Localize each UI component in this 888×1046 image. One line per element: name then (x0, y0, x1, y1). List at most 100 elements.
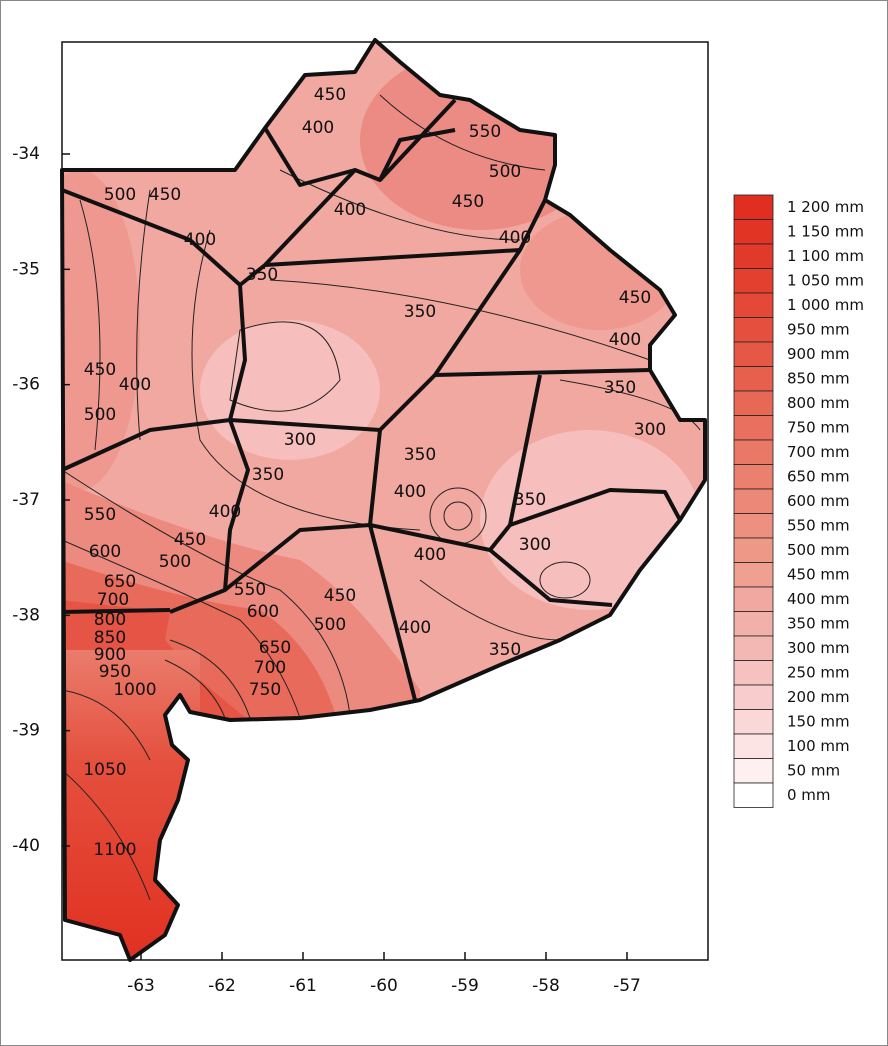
legend-swatch (733, 758, 774, 784)
legend-label: 0 mm (787, 786, 831, 804)
contour-label: 500 (104, 185, 136, 205)
legend-swatch (733, 562, 774, 588)
x-tick-label: -61 (289, 976, 317, 996)
contour-label: 400 (394, 482, 426, 502)
legend-swatch (733, 292, 774, 318)
district-borders (60, 38, 707, 962)
y-tick-label: -40 (12, 836, 40, 856)
legend-label: 300 mm (787, 639, 850, 657)
contour-label: 500 (159, 552, 191, 572)
legend-label: 750 mm (787, 418, 850, 436)
contour-label: 300 (519, 535, 551, 555)
legend-label: 1 200 mm (787, 198, 864, 216)
contour-label: 1100 (93, 840, 136, 860)
x-tick-label: -60 (370, 976, 398, 996)
legend-swatch (733, 488, 774, 514)
legend-label: 200 mm (787, 688, 850, 706)
legend-swatch (733, 268, 774, 294)
contour-label: 400 (399, 618, 431, 638)
contour-label: 450 (174, 530, 206, 550)
contour-label: 450 (84, 360, 116, 380)
legend-label: 350 mm (787, 614, 850, 632)
contour-label: 400 (334, 200, 366, 220)
contour-label: 400 (609, 330, 641, 350)
plot-frame (61, 41, 709, 961)
legend-swatch (733, 709, 774, 735)
x-tick-label: -58 (532, 976, 560, 996)
legend-swatch (733, 513, 774, 539)
x-tick-label: -63 (127, 976, 155, 996)
contour-label: 450 (452, 192, 484, 212)
x-tick-label: -59 (451, 976, 479, 996)
contour-label: 350 (514, 490, 546, 510)
contour-label: 1000 (113, 680, 156, 700)
y-tick-label: -36 (12, 375, 40, 395)
contour-label: 450 (149, 185, 181, 205)
legend-swatch (733, 219, 774, 245)
legend-swatch (733, 586, 774, 612)
legend-label: 1 050 mm (787, 271, 864, 289)
y-tick-label: -39 (12, 721, 40, 741)
contour-label: 500 (489, 162, 521, 182)
legend-swatch (733, 537, 774, 563)
contour-label: 400 (414, 545, 446, 565)
legend-swatch (733, 660, 774, 686)
legend-swatch (733, 464, 774, 490)
contour-label: 450 (324, 586, 356, 606)
contour-label: 700 (254, 658, 286, 678)
legend-swatch (733, 439, 774, 465)
contour-label: 600 (247, 602, 279, 622)
legend-swatch (733, 684, 774, 710)
legend-swatch (733, 611, 774, 637)
legend-label: 950 mm (787, 320, 850, 338)
legend-swatch (733, 733, 774, 759)
legend-label: 550 mm (787, 516, 850, 534)
contour-label: 300 (634, 420, 666, 440)
contour-label: 650 (259, 638, 291, 658)
contour-label: 350 (252, 465, 284, 485)
legend-label: 250 mm (787, 663, 850, 681)
legend-label: 700 mm (787, 443, 850, 461)
x-tick-label: -62 (208, 976, 236, 996)
legend-label: 900 mm (787, 345, 850, 363)
contour-label: 450 (619, 288, 651, 308)
legend-swatch (733, 782, 774, 808)
legend-swatch (733, 341, 774, 367)
contour-label: 350 (404, 445, 436, 465)
contour-label: 550 (234, 580, 266, 600)
contour-label: 1050 (83, 760, 126, 780)
legend-label: 400 mm (787, 590, 850, 608)
legend-label: 1 100 mm (787, 247, 864, 265)
contour-label: 500 (84, 405, 116, 425)
contour-label: 400 (499, 228, 531, 248)
legend-swatch (733, 415, 774, 441)
legend-label: 50 mm (787, 761, 840, 779)
y-tick-label: -37 (12, 490, 40, 510)
contour-label: 500 (314, 615, 346, 635)
contour-label: 300 (284, 430, 316, 450)
legend-swatch (733, 243, 774, 269)
legend-label: 450 mm (787, 565, 850, 583)
contour-label: 350 (404, 302, 436, 322)
contour-label: 550 (469, 122, 501, 142)
legend-swatch (733, 366, 774, 392)
contour-label: 850 (94, 628, 126, 648)
legend-label: 150 mm (787, 712, 850, 730)
contour-label: 350 (489, 640, 521, 660)
y-tick-label: -34 (12, 144, 40, 164)
y-tick-label: -35 (12, 259, 40, 279)
contour-label: 550 (84, 505, 116, 525)
legend-label: 850 mm (787, 369, 850, 387)
contour-label: 350 (604, 378, 636, 398)
legend-label: 100 mm (787, 737, 850, 755)
contour-label: 750 (249, 680, 281, 700)
legend-label: 1 000 mm (787, 296, 864, 314)
x-tick-label: -57 (613, 976, 641, 996)
legend-label: 600 mm (787, 492, 850, 510)
contour-label: 900 (94, 645, 126, 665)
contour-label: 400 (119, 375, 151, 395)
contour-label: 450 (314, 85, 346, 105)
contour-label: 400 (184, 230, 216, 250)
contour-label: 950 (99, 662, 131, 682)
